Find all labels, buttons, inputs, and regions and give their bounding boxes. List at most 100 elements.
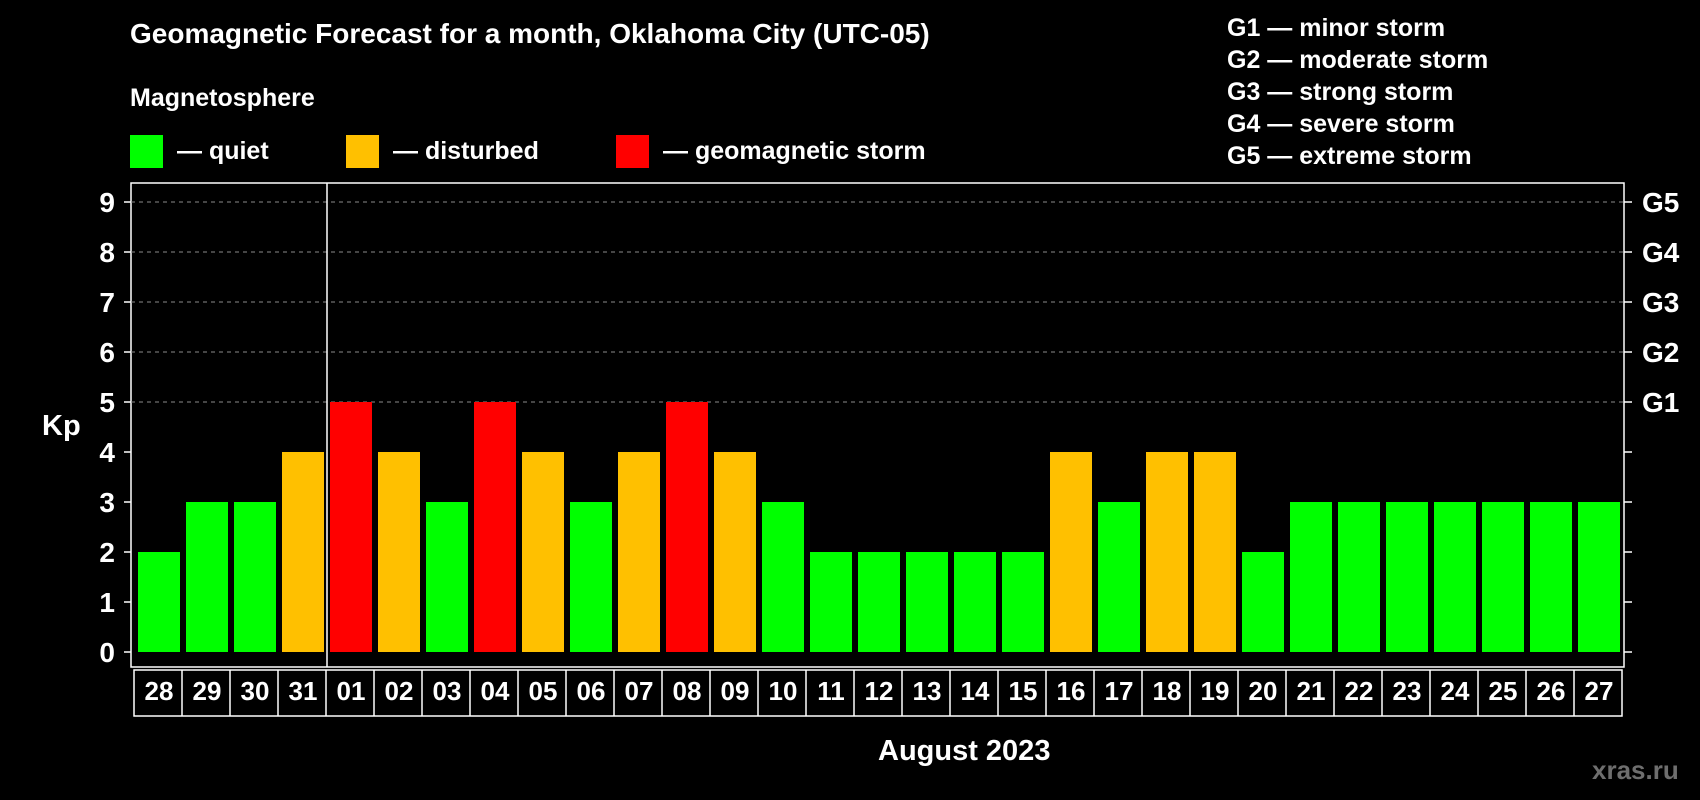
bar	[810, 552, 852, 652]
x-axis-label: August 2023	[878, 735, 1051, 767]
x-tick-label: 28	[145, 676, 174, 706]
x-tick-label: 08	[673, 676, 702, 706]
x-tick-label: 20	[1249, 676, 1278, 706]
legend-label-quiet: — quiet	[177, 136, 269, 165]
bar	[1482, 502, 1524, 652]
watermark: xras.ru	[1592, 755, 1679, 785]
g-scale-label: G1	[1642, 387, 1679, 418]
x-tick-label: 19	[1201, 676, 1230, 706]
date-axis-box	[133, 669, 1623, 717]
bar	[282, 452, 324, 652]
x-tick-label: 26	[1537, 676, 1566, 706]
x-tick-label: 16	[1057, 676, 1086, 706]
bar	[570, 502, 612, 652]
y-tick-label: 1	[99, 587, 115, 618]
x-tick-label: 27	[1585, 676, 1614, 706]
y-tick-label: 4	[99, 437, 115, 468]
bar	[378, 452, 420, 652]
y-tick-label: 5	[99, 387, 115, 418]
x-tick-label: 12	[865, 676, 894, 706]
x-tick-label: 15	[1009, 676, 1038, 706]
y-tick-label: 0	[99, 637, 115, 668]
bar	[1002, 552, 1044, 652]
x-tick-label: 22	[1345, 676, 1374, 706]
legend-item-disturbed: — disturbed	[346, 134, 539, 168]
bar	[618, 452, 660, 652]
bar	[1098, 502, 1140, 652]
bar	[1242, 552, 1284, 652]
x-tick-label: 01	[337, 676, 366, 706]
g-legend-g3: G3 — strong storm	[1227, 78, 1454, 106]
x-tick-label: 21	[1297, 676, 1326, 706]
x-tick-label: 23	[1393, 676, 1422, 706]
y-tick-label: 9	[99, 187, 115, 218]
bar	[330, 402, 372, 652]
g-scale-label: G4	[1642, 237, 1680, 268]
g-scale-legend: G1 — minor storm G2 — moderate storm G3 …	[1227, 12, 1488, 172]
bar	[954, 552, 996, 652]
g-legend-g1: G1 — minor storm	[1227, 14, 1446, 42]
g-scale-label: G5	[1642, 187, 1679, 218]
legend-label-disturbed: — disturbed	[393, 136, 539, 165]
y-tick-label: 3	[99, 487, 115, 518]
legend-swatch-quiet	[130, 134, 163, 168]
bar	[138, 552, 180, 652]
x-tick-label: 03	[433, 676, 462, 706]
bar	[1530, 502, 1572, 652]
bar	[522, 452, 564, 652]
bar	[906, 552, 948, 652]
legend-swatch-storm	[616, 134, 649, 168]
g-legend-g2: G2 — moderate storm	[1227, 46, 1489, 74]
chart-title: Geomagnetic Forecast for a month, Oklaho…	[130, 18, 930, 49]
x-tick-label: 05	[529, 676, 558, 706]
bar	[1434, 502, 1476, 652]
y-tick-label: 7	[99, 287, 115, 318]
x-tick-label: 11	[817, 676, 845, 706]
bar	[1338, 502, 1380, 652]
x-tick-label: 31	[289, 676, 318, 706]
y-tick-label: 6	[99, 337, 115, 368]
y-tick-label: 8	[99, 237, 115, 268]
g-legend-g5: G5 — extreme storm	[1227, 142, 1472, 170]
legend-swatch-disturbed	[346, 134, 379, 168]
g-scale-label: G3	[1642, 287, 1679, 318]
legend-item-quiet: — quiet	[130, 134, 269, 168]
bar	[1050, 452, 1092, 652]
x-tick-label: 06	[577, 676, 606, 706]
bar	[474, 402, 516, 652]
bar	[1194, 452, 1236, 652]
bar	[1578, 502, 1620, 652]
x-tick-label: 30	[241, 676, 270, 706]
bar	[762, 502, 804, 652]
bar	[426, 502, 468, 652]
x-tick-label: 17	[1105, 676, 1134, 706]
bar	[714, 452, 756, 652]
bar	[186, 502, 228, 652]
x-tick-label: 07	[625, 676, 654, 706]
x-tick-label: 10	[769, 676, 798, 706]
x-tick-label: 24	[1441, 676, 1470, 706]
legend-item-storm: — geomagnetic storm	[616, 134, 926, 168]
x-tick-label: 02	[385, 676, 414, 706]
bar	[1146, 452, 1188, 652]
x-tick-label: 14	[961, 676, 990, 706]
g-legend-g4: G4 — severe storm	[1227, 110, 1455, 138]
y-tick-label: 2	[99, 537, 115, 568]
bar	[234, 502, 276, 652]
legend-heading: Magnetosphere	[130, 84, 315, 112]
x-tick-label: 13	[913, 676, 942, 706]
x-tick-label: 18	[1153, 676, 1182, 706]
bar	[666, 402, 708, 652]
plot-frame	[130, 182, 1625, 668]
x-tick-label: 25	[1489, 676, 1518, 706]
bar	[1290, 502, 1332, 652]
x-tick-label: 09	[721, 676, 750, 706]
x-tick-label: 29	[193, 676, 222, 706]
bar	[858, 552, 900, 652]
g-scale-label: G2	[1642, 337, 1679, 368]
y-axis-label: Kp	[42, 410, 81, 442]
x-tick-label: 04	[481, 676, 510, 706]
bar	[1386, 502, 1428, 652]
legend-label-storm: — geomagnetic storm	[663, 136, 926, 165]
